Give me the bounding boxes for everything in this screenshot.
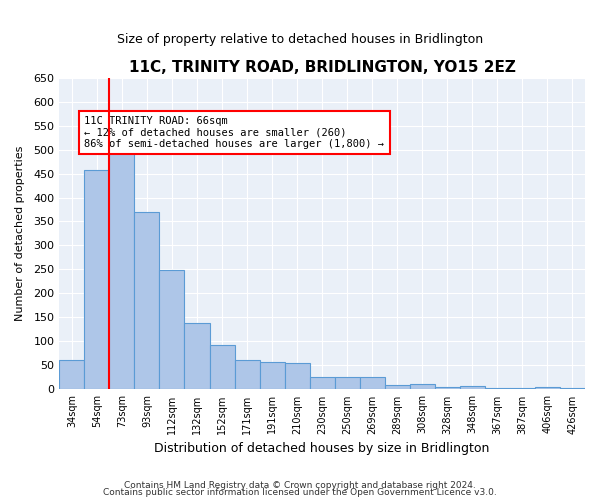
- X-axis label: Distribution of detached houses by size in Bridlington: Distribution of detached houses by size …: [154, 442, 490, 455]
- Bar: [184, 323, 209, 390]
- Bar: [510, 388, 535, 390]
- Bar: [485, 388, 510, 390]
- Bar: [284, 363, 310, 390]
- Bar: [260, 362, 284, 390]
- Bar: [385, 384, 410, 390]
- Bar: [160, 270, 184, 390]
- Bar: [59, 360, 85, 390]
- Text: Contains public sector information licensed under the Open Government Licence v3: Contains public sector information licen…: [103, 488, 497, 497]
- Title: 11C, TRINITY ROAD, BRIDLINGTON, YO15 2EZ: 11C, TRINITY ROAD, BRIDLINGTON, YO15 2EZ: [129, 60, 515, 75]
- Text: Size of property relative to detached houses in Bridlington: Size of property relative to detached ho…: [117, 32, 483, 46]
- Bar: [85, 170, 109, 390]
- Bar: [109, 140, 134, 390]
- Bar: [410, 384, 435, 390]
- Bar: [335, 378, 360, 390]
- Bar: [310, 378, 335, 390]
- Bar: [235, 360, 260, 390]
- Bar: [435, 387, 460, 390]
- Bar: [209, 345, 235, 390]
- Bar: [535, 387, 560, 390]
- Bar: [134, 212, 160, 390]
- Text: 11C TRINITY ROAD: 66sqm
← 12% of detached houses are smaller (260)
86% of semi-d: 11C TRINITY ROAD: 66sqm ← 12% of detache…: [85, 116, 385, 149]
- Text: Contains HM Land Registry data © Crown copyright and database right 2024.: Contains HM Land Registry data © Crown c…: [124, 480, 476, 490]
- Bar: [360, 378, 385, 390]
- Y-axis label: Number of detached properties: Number of detached properties: [15, 146, 25, 321]
- Bar: [460, 386, 485, 390]
- Bar: [560, 388, 585, 390]
